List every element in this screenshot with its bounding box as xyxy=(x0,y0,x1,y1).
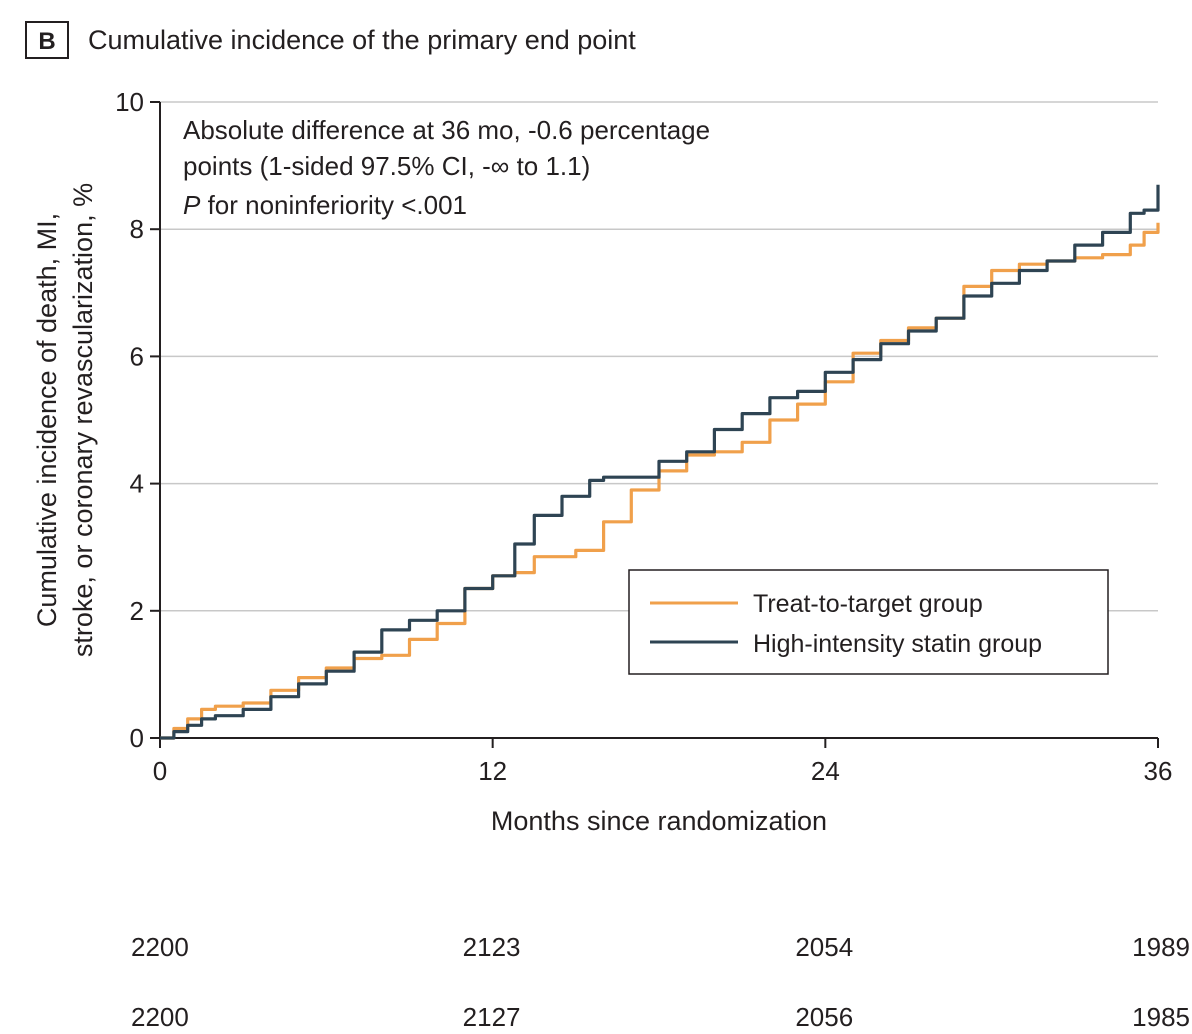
at-risk-row-1-col-3: 1985 xyxy=(1132,1002,1190,1032)
legend-label-treat-to-target: Treat-to-target group xyxy=(753,590,983,618)
annotation-p-italic: P xyxy=(183,190,201,220)
x-tick-label-12: 12 xyxy=(478,756,507,786)
legend: Treat-to-target group High-intensity sta… xyxy=(628,569,1109,675)
y-tick-label-2: 2 xyxy=(130,596,144,626)
annotation-line-2: points (1-sided 97.5% CI, -∞ to 1.1) xyxy=(183,151,590,181)
at-risk-row-1-col-2: 2056 xyxy=(795,1002,853,1032)
y-axis-label-line-1: Cumulative incidence of death, MI, xyxy=(32,213,62,627)
panel-label-box xyxy=(25,21,69,59)
series-group xyxy=(160,184,1160,740)
y-tick-label-4: 4 xyxy=(130,469,144,499)
x-tick-label-0: 0 xyxy=(153,756,167,786)
y-tick-label-0: 0 xyxy=(130,723,144,753)
at-risk-row-1-col-0: 2200 xyxy=(131,1002,189,1032)
y-axis-label: Cumulative incidence of death, MI, strok… xyxy=(32,183,98,657)
x-tick-label-36: 36 xyxy=(1144,756,1173,786)
annotation-line-3: P for noninferiority <.001 xyxy=(183,190,467,220)
legend-box xyxy=(628,569,1109,675)
at-risk-row-0-col-1: 2123 xyxy=(463,932,521,962)
x-tick-labels: 0 12 24 36 xyxy=(153,738,1173,786)
legend-label-high-intensity: High-intensity statin group xyxy=(753,630,1042,658)
chart-title: Cumulative incidence of the primary end … xyxy=(88,25,636,55)
at-risk-row-0-col-3: 1989 xyxy=(1132,932,1190,962)
at-risk-row-0-col-2: 2054 xyxy=(795,932,853,962)
y-tick-label-6: 6 xyxy=(130,341,144,371)
y-tick-label-8: 8 xyxy=(130,214,144,244)
annotation-p-rest: for noninferiority <.001 xyxy=(200,190,467,220)
at-risk-row-0-col-0: 2200 xyxy=(131,932,189,962)
y-axis-label-line-2: stroke, or coronary revascularization, % xyxy=(68,183,98,657)
x-tick-label-24: 24 xyxy=(811,756,840,786)
y-tick-label-10: 10 xyxy=(115,87,144,117)
y-tick-labels: 0 2 4 6 8 10 xyxy=(115,87,160,753)
annotation-line-1: Absolute difference at 36 mo, -0.6 perce… xyxy=(183,115,710,145)
series-line-1 xyxy=(160,184,1160,740)
x-axis-label: Months since randomization xyxy=(491,806,827,836)
at-risk-table: 2200 2123 2054 1989 2200 2127 2056 1985 xyxy=(131,932,1190,1032)
at-risk-row-1-col-1: 2127 xyxy=(463,1002,521,1032)
panel-label: B xyxy=(38,28,55,55)
